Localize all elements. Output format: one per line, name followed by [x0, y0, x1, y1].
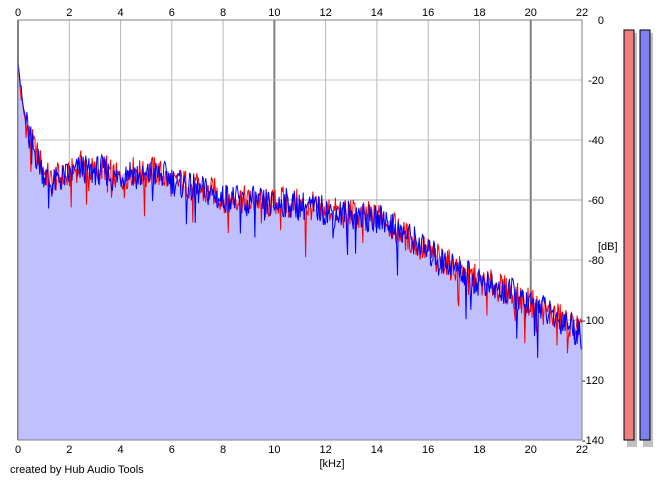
x-tick-label-bottom: 14 — [371, 444, 383, 456]
spectrum-series-line — [17, 61, 583, 358]
x-axis-unit-label: [kHz] — [319, 458, 344, 470]
x-tick-label-top: 6 — [169, 7, 175, 19]
x-tick-label-top: 0 — [15, 7, 21, 19]
x-tick-label-bottom: 12 — [320, 444, 332, 456]
x-tick-label-bottom: 4 — [117, 444, 123, 456]
x-tick-label-bottom: 16 — [422, 444, 434, 456]
level-meter-bar — [639, 29, 651, 441]
x-tick-label-top: 4 — [117, 7, 123, 19]
y-tick-label: -100 — [582, 315, 604, 327]
x-tick-label-bottom: 8 — [220, 444, 226, 456]
x-tick-label-top: 8 — [220, 7, 226, 19]
y-tick-label: 0 — [598, 15, 604, 27]
x-tick-label-top: 12 — [320, 7, 332, 19]
x-tick-labels-bottom: 0 2 4 6 8 10 12 14 16 18 20 22 — [15, 444, 588, 456]
x-tick-label-bottom: 18 — [473, 444, 485, 456]
x-tick-labels-top: 0 2 4 6 8 10 12 14 16 18 20 22 — [15, 7, 588, 19]
x-tick-label-bottom: 20 — [525, 444, 537, 456]
x-tick-label-top: 22 — [576, 7, 588, 19]
spectrum-series — [17, 61, 583, 358]
x-tick-label-top: 2 — [66, 7, 72, 19]
x-tick-label-bottom: 2 — [66, 444, 72, 456]
plot-area-border — [17, 19, 583, 441]
x-tick-label-top: 18 — [473, 7, 485, 19]
y-tick-label: -140 — [582, 435, 604, 447]
y-tick-labels: 0 -20 -40 -60 -80 -100 -120 -140 — [582, 15, 604, 447]
credit-text: created by Hub Audio Tools — [10, 464, 144, 476]
x-tick-label-top: 14 — [371, 7, 383, 19]
x-tick-label-top: 10 — [268, 7, 280, 19]
x-tick-label-bottom: 0 — [15, 444, 21, 456]
y-tick-label: -20 — [588, 75, 604, 87]
y-axis-unit-label: [dB] — [598, 241, 618, 253]
x-tick-label-bottom: 22 — [576, 444, 588, 456]
level-meter-bar — [623, 29, 635, 441]
x-tick-label-top: 16 — [422, 7, 434, 19]
spectrum-area-fill — [18, 56, 582, 440]
y-tick-label: -80 — [588, 255, 604, 267]
y-tick-label: -120 — [582, 375, 604, 387]
x-tick-label-top: 20 — [525, 7, 537, 19]
x-tick-label-bottom: 10 — [268, 444, 280, 456]
y-tick-label: -40 — [588, 135, 604, 147]
level-meters — [623, 29, 653, 447]
spectrum-fill — [18, 56, 582, 440]
y-tick-label: -60 — [588, 195, 604, 207]
x-tick-label-bottom: 6 — [169, 444, 175, 456]
